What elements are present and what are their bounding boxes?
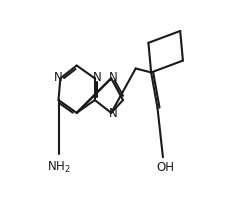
- Text: NH$_2$: NH$_2$: [46, 160, 70, 175]
- Text: N: N: [109, 71, 117, 84]
- Text: N: N: [92, 71, 101, 84]
- Text: N: N: [53, 71, 62, 84]
- Text: OH: OH: [155, 161, 173, 174]
- Text: N: N: [109, 107, 117, 120]
